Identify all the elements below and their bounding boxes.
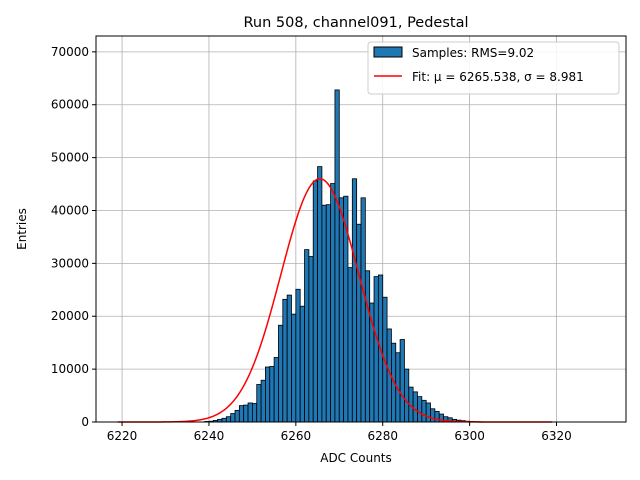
histogram-bar [347, 267, 353, 423]
histogram-bar [260, 379, 266, 423]
histogram-bar [295, 288, 301, 423]
histogram-bar [351, 178, 358, 423]
y-tick-label: 60000 [51, 98, 89, 112]
x-tick-label: 6240 [194, 429, 225, 443]
y-tick-label: 0 [81, 415, 89, 429]
legend-fit-label: Fit: μ = 6265.538, σ = 8.981 [412, 70, 584, 84]
x-tick-label: 6280 [367, 429, 398, 443]
histogram-bar [286, 294, 292, 423]
histogram-bar [234, 409, 240, 423]
histogram-bar [256, 384, 262, 423]
histogram-bar [251, 403, 258, 423]
histogram-bar [312, 180, 318, 423]
histogram-bar [356, 223, 362, 423]
histogram-bar [412, 391, 418, 423]
legend-samples-label: Samples: RMS=9.02 [412, 46, 534, 60]
histogram-bar [364, 270, 371, 423]
histogram-bar [230, 413, 236, 423]
plot-frame [95, 35, 627, 423]
y-axis-label: Entries [15, 208, 29, 250]
x-axis-ticks: 6220 6240 6260 6280 6300 6320 [107, 422, 572, 443]
legend-samples-swatch [373, 46, 403, 58]
x-tick-label: 6220 [107, 429, 138, 443]
y-tick-label: 40000 [51, 203, 89, 217]
histogram-bar [273, 357, 279, 423]
chart-title: Run 508, channel091, Pedestal [243, 15, 468, 31]
y-tick-label: 20000 [51, 309, 89, 323]
histogram-bar [282, 298, 288, 423]
x-tick-label: 6300 [454, 429, 485, 443]
histogram-bar [299, 305, 305, 423]
legend: Samples: RMS=9.02 Fit: μ = 6265.538, σ =… [367, 41, 620, 95]
histogram-bar [321, 204, 327, 423]
y-tick-label: 50000 [51, 151, 89, 165]
histogram-bar [325, 204, 331, 423]
histogram-bar [278, 324, 284, 423]
histogram-bar [434, 411, 440, 423]
histogram-bar [308, 256, 314, 423]
histogram-bar [265, 366, 271, 423]
histogram-bar [338, 197, 345, 423]
histogram-bar [247, 402, 253, 423]
x-axis-label: ADC Counts [320, 451, 392, 465]
histogram-bar [243, 404, 249, 423]
histogram-bar [291, 313, 297, 423]
histogram-bar [238, 405, 245, 423]
histogram-bar [425, 402, 431, 423]
histogram-bar [399, 339, 405, 423]
histogram-bar [360, 197, 366, 423]
histogram-bar [430, 408, 436, 423]
histogram-bar [304, 249, 310, 423]
histogram-bar [404, 368, 410, 423]
y-tick-label: 30000 [51, 256, 89, 270]
x-tick-label: 6260 [281, 429, 312, 443]
histogram-bar [330, 183, 336, 423]
x-tick-label: 6320 [541, 429, 572, 443]
histogram-bar [334, 89, 340, 423]
histogram-bar [317, 166, 323, 423]
histogram-bar [417, 396, 423, 423]
y-tick-label: 10000 [51, 362, 89, 376]
histogram-bar [269, 366, 275, 423]
y-tick-label: 70000 [51, 45, 89, 59]
histogram-bar [221, 417, 227, 423]
histogram-bar [421, 399, 427, 423]
y-axis-ticks: 0 10000 20000 30000 40000 50000 60000 70000 [51, 45, 96, 429]
histogram-bar [373, 276, 379, 423]
histogram-bar [225, 416, 232, 423]
legend-box [367, 41, 620, 95]
